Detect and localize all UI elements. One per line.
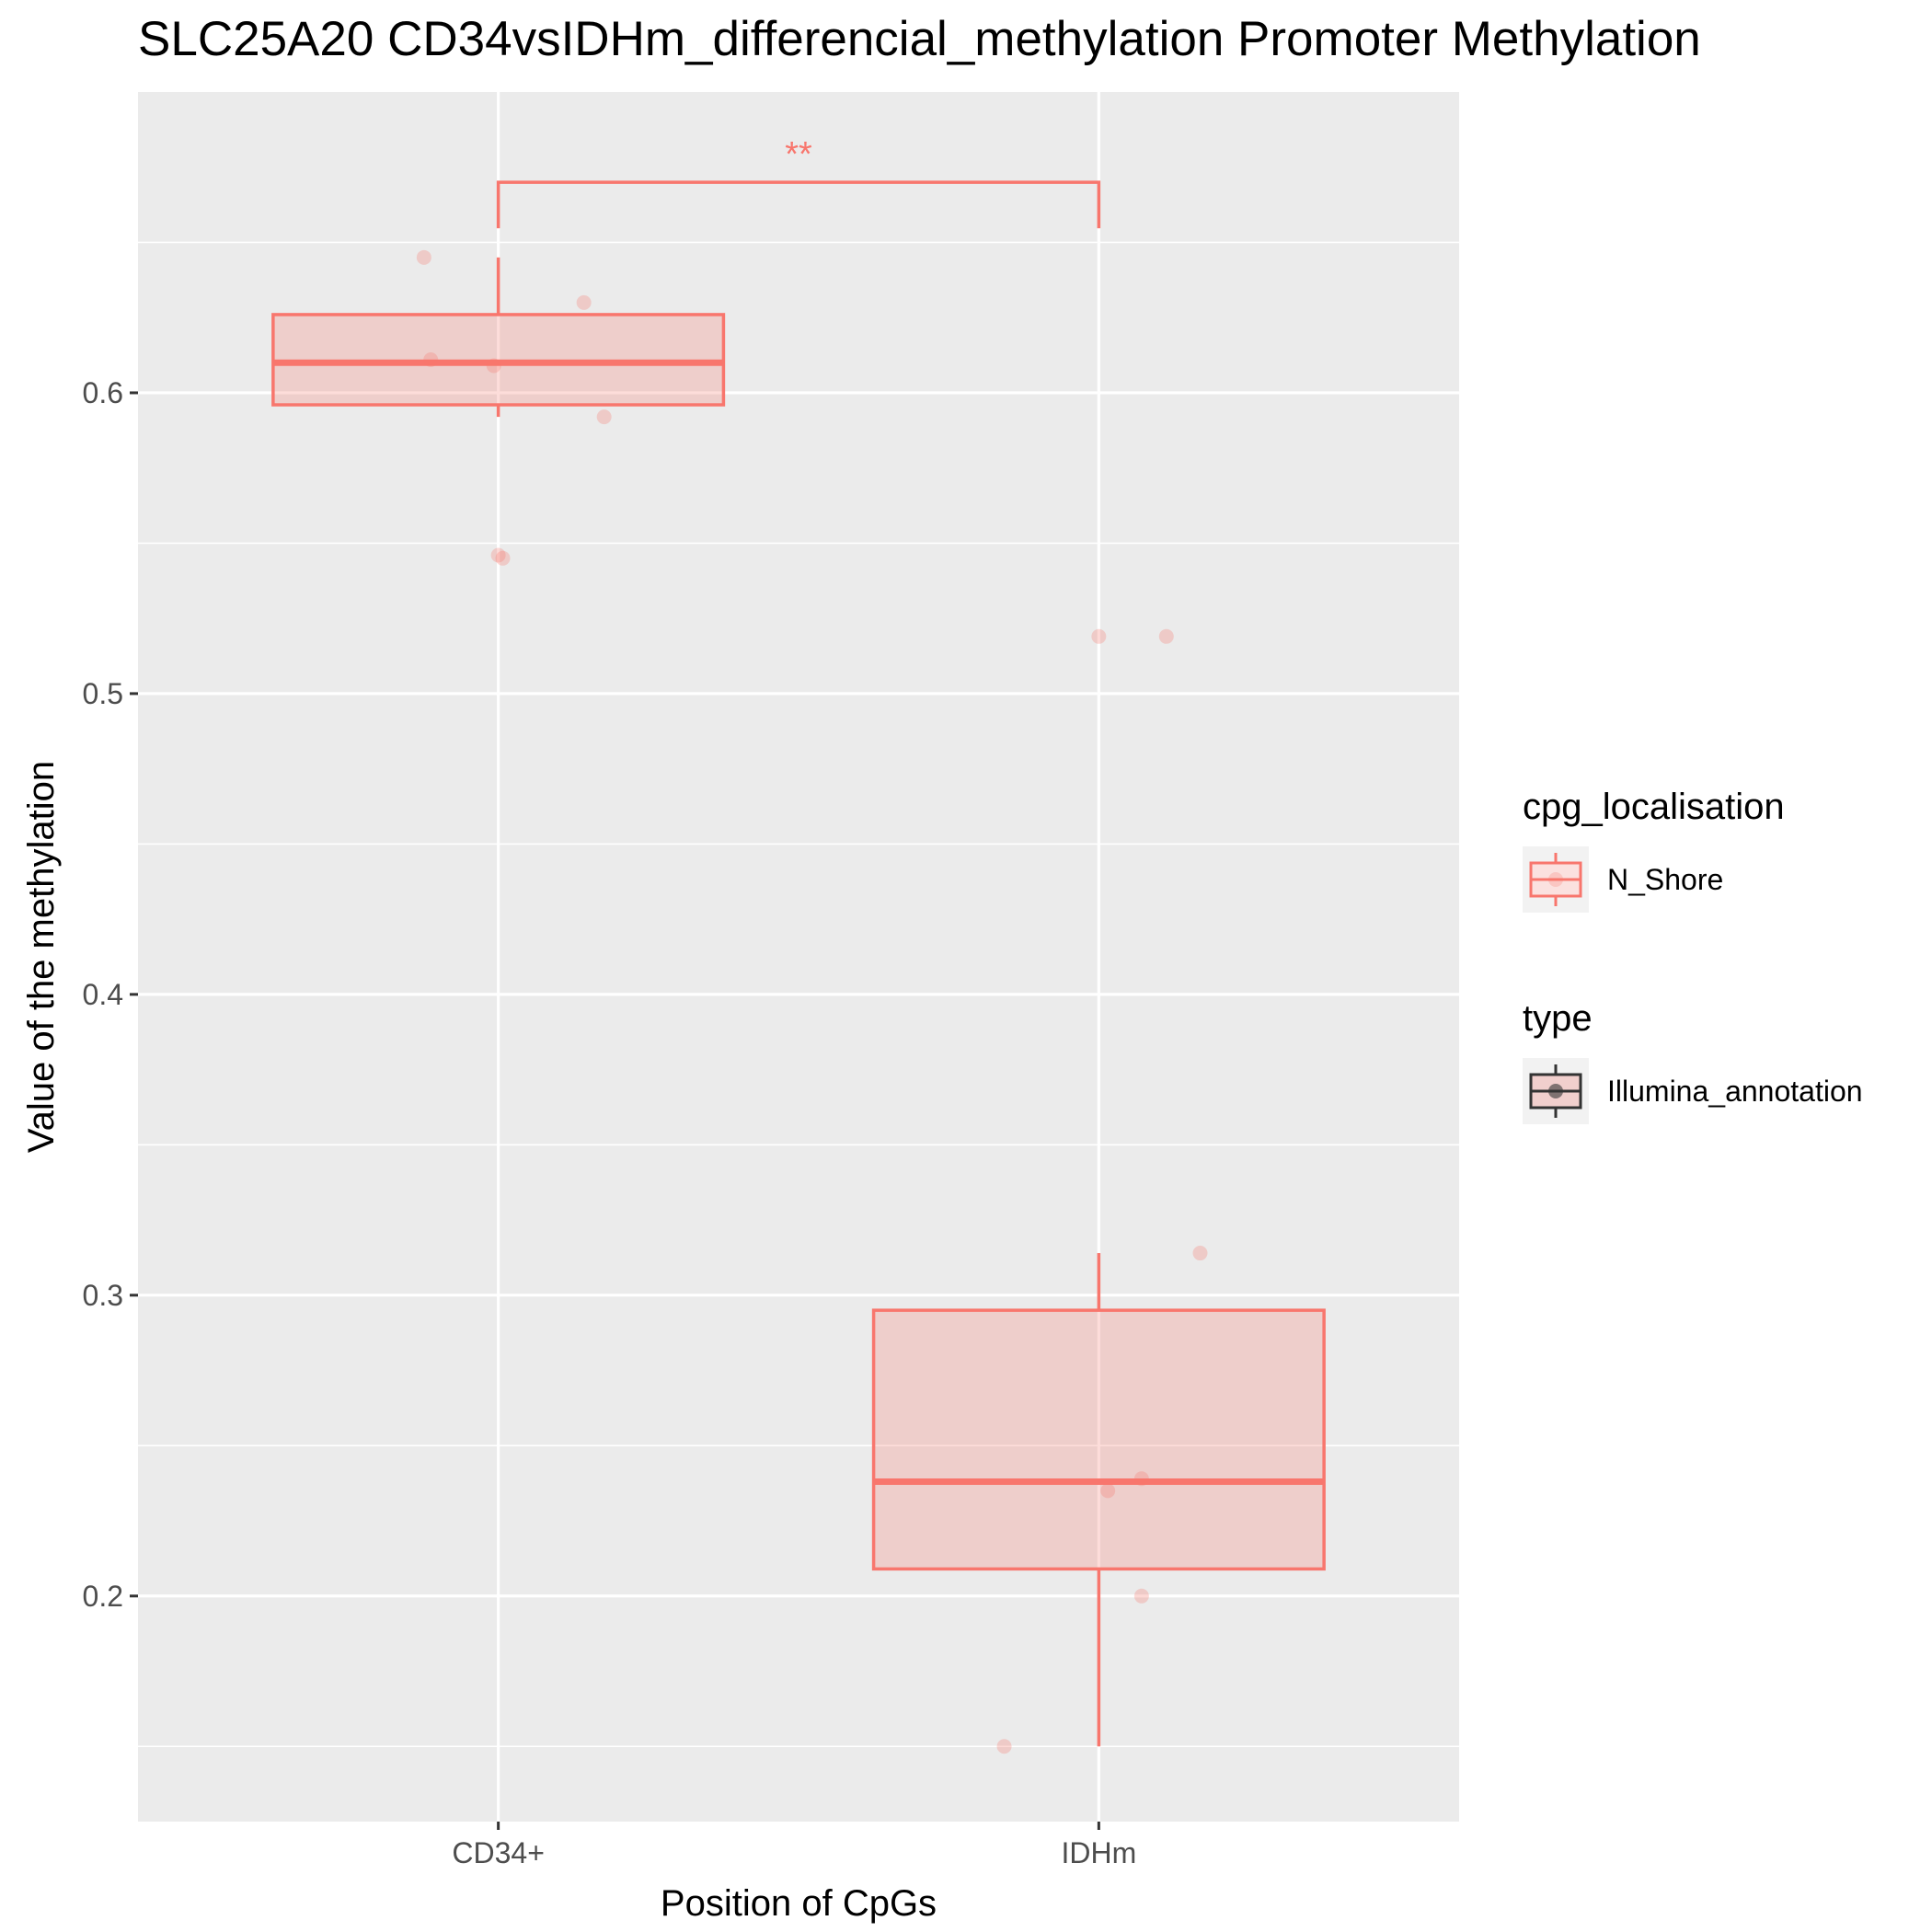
x-axis-title: Position of CpGs [661, 1883, 937, 1924]
y-tick-label: 0.2 [83, 1580, 123, 1613]
data-point [996, 1739, 1012, 1754]
data-point [490, 547, 506, 563]
data-point [1192, 1246, 1208, 1261]
legend-label: Illumina_annotation [1607, 1075, 1863, 1108]
data-point [1133, 1471, 1149, 1487]
x-tick-label: CD34+ [452, 1836, 545, 1869]
data-point [495, 550, 511, 566]
significance-bracket: ** [496, 135, 1101, 229]
grid-minor [138, 241, 1459, 1748]
points [416, 249, 1208, 1754]
legend-label: N_Shore [1607, 863, 1723, 896]
plot-panel [138, 92, 1459, 1822]
data-point [1091, 628, 1107, 644]
data-point [423, 351, 439, 367]
chart-title: SLC25A20 CD34vsIDHm_differencial_methyla… [138, 12, 1701, 66]
significance-label: ** [785, 135, 812, 174]
y-tick-label: 0.4 [83, 978, 123, 1011]
legend-title: type [1523, 998, 1593, 1039]
x-axis: CD34+ IDHm [452, 1822, 1136, 1869]
legend-title: cpg_localisation [1523, 787, 1785, 827]
boxes [271, 313, 1326, 1571]
y-axis-title: Value of the methylation [21, 761, 62, 1153]
data-point [596, 409, 612, 425]
y-tick-label: 0.6 [83, 376, 123, 409]
y-axis: 0.2 0.3 0.4 0.5 0.6 [83, 376, 138, 1613]
grid-major [138, 92, 1459, 1822]
data-point [416, 249, 431, 265]
legend-key-point [1548, 1084, 1563, 1098]
data-point [486, 358, 501, 374]
y-tick-label: 0.3 [83, 1279, 123, 1312]
x-tick-label: IDHm [1061, 1836, 1136, 1869]
box [871, 1308, 1326, 1571]
data-point [1158, 628, 1174, 644]
significance-line [496, 180, 1101, 229]
legend-key-point [1548, 872, 1563, 887]
whiskers [496, 257, 1101, 1747]
data-point [1133, 1588, 1149, 1604]
y-tick-label: 0.5 [83, 677, 123, 710]
data-point [576, 294, 592, 310]
data-point [1100, 1483, 1116, 1499]
